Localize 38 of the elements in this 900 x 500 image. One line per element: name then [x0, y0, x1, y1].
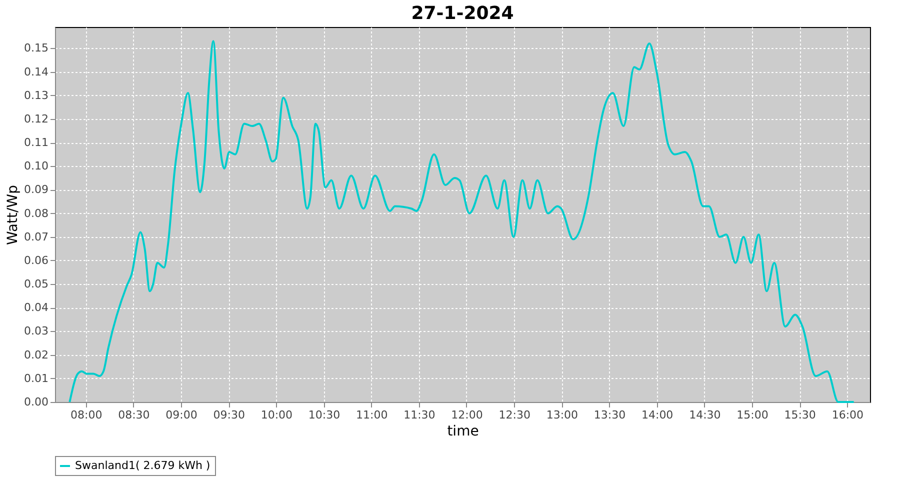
x-tick-label: 10:30	[308, 408, 340, 422]
x-tick-label: 08:30	[118, 408, 150, 422]
y-tick-label: 0.09	[24, 183, 48, 196]
x-tick-label: 11:30	[404, 408, 436, 422]
x-tick-label: 16:00	[832, 408, 864, 422]
line-series	[68, 40, 855, 403]
x-tick-label: 11:00	[356, 408, 388, 422]
y-tick-label: 0.01	[24, 372, 48, 385]
y-tick-label: 0.02	[24, 348, 48, 362]
y-axis-title: Watt/Wp	[5, 184, 22, 245]
x-tick-label: 14:00	[641, 408, 674, 422]
x-tick-label: 13:00	[546, 408, 578, 422]
y-tick-label: 0.15	[24, 42, 48, 55]
y-tick-label: 0.00	[24, 396, 48, 408]
chart-title: 27-1-2024	[411, 3, 514, 24]
x-tick-label: 15:30	[784, 408, 816, 422]
y-tick-label: 0.10	[24, 160, 48, 173]
x-tick-label: 09:30	[213, 408, 245, 422]
y-tick-label: 0.06	[24, 254, 48, 267]
x-axis-title: time	[447, 424, 479, 440]
y-tick-label: 0.13	[24, 88, 48, 102]
y-tick-label: 0.07	[24, 230, 48, 244]
x-tick-label: 08:00	[70, 408, 102, 422]
x-tick-label: 12:30	[498, 408, 530, 422]
x-tick-label: 14:30	[689, 408, 721, 422]
y-tick-label: 0.05	[24, 278, 48, 291]
y-tick-label: 0.11	[24, 136, 48, 150]
y-tick-label: 0.12	[24, 112, 48, 126]
x-tick-label: 15:00	[736, 408, 768, 422]
y-tick-label: 0.14	[24, 65, 48, 78]
x-tick-label: 10:00	[260, 408, 293, 422]
y-tick-label: 0.04	[24, 301, 48, 314]
x-tick-label: 13:30	[594, 408, 626, 422]
legend-label: Swanland1( 2.679 kWh )	[75, 459, 210, 472]
x-tick-label: 12:00	[451, 408, 483, 422]
x-tick-label: 09:00	[166, 408, 198, 422]
y-tick-label: 0.03	[24, 324, 48, 338]
y-tick-label: 0.08	[24, 206, 48, 220]
